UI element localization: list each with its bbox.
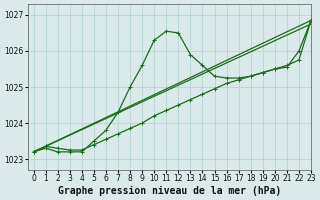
X-axis label: Graphe pression niveau de la mer (hPa): Graphe pression niveau de la mer (hPa) xyxy=(58,186,281,196)
